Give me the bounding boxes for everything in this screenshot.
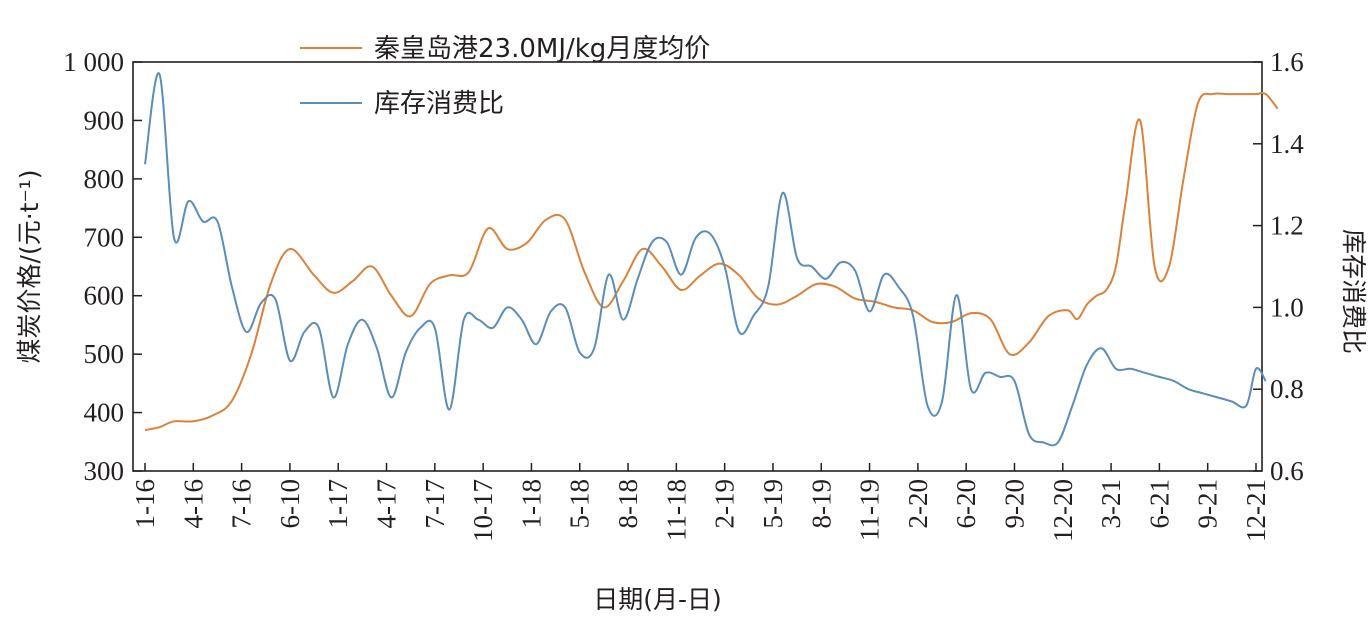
y-right-tick-label: 1.2 [1270,211,1304,241]
x-tick-label: 2-19 [710,479,740,529]
y-right-tick-label: 0.8 [1270,374,1304,404]
x-tick-label: 12-21 [1241,479,1271,542]
x-tick-label: 4-17 [372,479,402,529]
x-axis-title: 日期(月-日) [593,585,722,614]
plot-frame [132,61,1263,472]
x-tick-label: 3-21 [1096,479,1126,529]
y-right-axis-title: 库存消费比 [1339,229,1368,354]
y-left-tick-label: 400 [84,398,125,428]
x-tick-label: 1-17 [323,479,353,529]
x-tick-label: 5-18 [565,479,595,529]
x-tick-label: 9-21 [1193,479,1223,529]
x-tick-label: 11-19 [855,479,885,541]
x-tick-label: 11-18 [661,479,691,541]
legend-label: 秦皇岛港23.0MJ/kg月度均价 [374,34,710,64]
series-line-price [144,92,1279,432]
x-tick-label: 2-20 [903,479,933,529]
x-tick-label: 8-19 [806,479,836,529]
y-left-tick-label: 900 [84,105,125,135]
x-tick-label: 8-18 [613,479,643,529]
x-tick-label: 7-17 [420,479,450,529]
series-layer [144,72,1279,447]
x-tick-label: 10-17 [468,479,498,542]
x-tick-label: 1-16 [130,479,160,529]
y-left-tick-label: 500 [84,339,125,369]
axes-group: 300 400 500 600 700 800 900 1 000 0.6 0.8 1.0 1.2 1.… [15,47,1368,614]
x-tick-label: 7-16 [227,479,257,529]
x-tick-label: 5-19 [758,479,788,529]
y-left-tick-label: 300 [84,456,125,486]
y-left-tick-label: 1 000 [63,47,124,77]
x-tick-label: 6-20 [951,479,981,529]
x-tick-label: 6-21 [1144,479,1174,529]
x-tick-label: 4-16 [178,479,208,529]
x-tick-label: 9-20 [999,479,1029,529]
y-left-axis-title: 煤炭价格/(元·t⁻¹) [15,170,44,364]
legend-label: 库存消费比 [374,89,504,119]
y-right-tick-label: 1.0 [1270,292,1304,322]
y-right-tick-label: 1.4 [1270,129,1304,159]
y-right-tick-label: 1.6 [1270,47,1304,77]
x-tick-label: 1-18 [516,479,546,529]
x-tick-label: 12-20 [1048,479,1078,542]
y-left-tick-label: 800 [84,164,125,194]
series-line-ratio [144,72,1267,447]
y-right-tick-label: 0.6 [1270,456,1304,486]
y-left-tick-label: 700 [84,222,125,252]
y-left-tick-label: 600 [84,281,125,311]
x-tick-label: 6-10 [275,479,305,529]
